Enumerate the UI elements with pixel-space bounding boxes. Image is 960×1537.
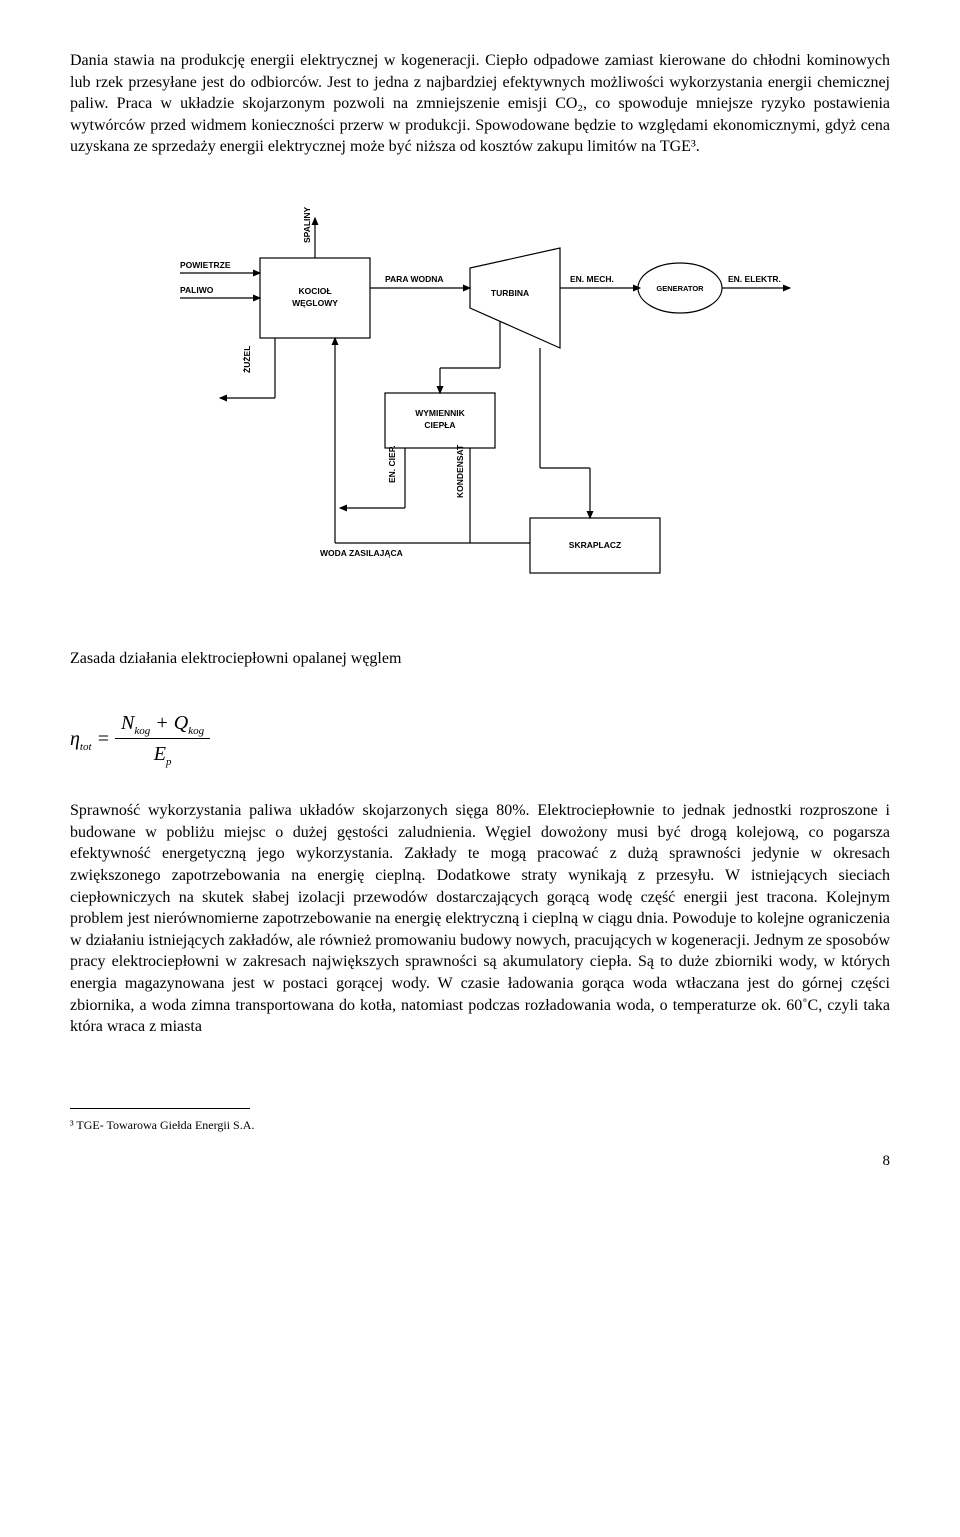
box-kociol: KOCIOŁWĘGLOWY [292,286,338,308]
label-woda-zasilajaca: WODA ZASILAJĄCA [320,548,403,558]
label-en-mech: EN. MECH. [570,274,614,284]
diagram-elektrocieplownia: KOCIOŁWĘGLOWY POWIETRZE PALIWO SPALINY Ż… [160,198,800,608]
label-paliwo: PALIWO [180,285,214,295]
label-para-wodna: PARA WODNA [385,274,444,284]
box-generator: GENERATOR [656,284,704,293]
label-powietrze: POWIETRZE [180,260,231,270]
paragraph-1: Dania stawia na produkcję energii elektr… [70,50,890,158]
label-zutel: ŻUŻEL [242,346,252,373]
box-wymiennik: WYMIENNIKCIEPŁA [415,408,465,430]
page-number: 8 [70,1151,890,1171]
formula-eta-tot: ηtot = Nkog + Qkog Ep [70,710,890,771]
footnote-rule [70,1108,250,1109]
label-en-elektr: EN. ELEKTR. [728,274,781,284]
label-en-ciep: EN. CIEP. [387,445,397,483]
footnote-3: ³ TGE- Towarowa Giełda Energii S.A. [70,1117,890,1133]
label-kondensat: KONDENSAT [455,444,465,498]
box-skraplacz: SKRAPLACZ [569,540,621,550]
label-spaliny: SPALINY [302,206,312,243]
diagram-caption: Zasada działania elektrociepłowni opalan… [70,648,890,670]
paragraph-2: Sprawność wykorzystania paliwa układów s… [70,800,890,1038]
box-turbina: TURBINA [491,288,529,298]
